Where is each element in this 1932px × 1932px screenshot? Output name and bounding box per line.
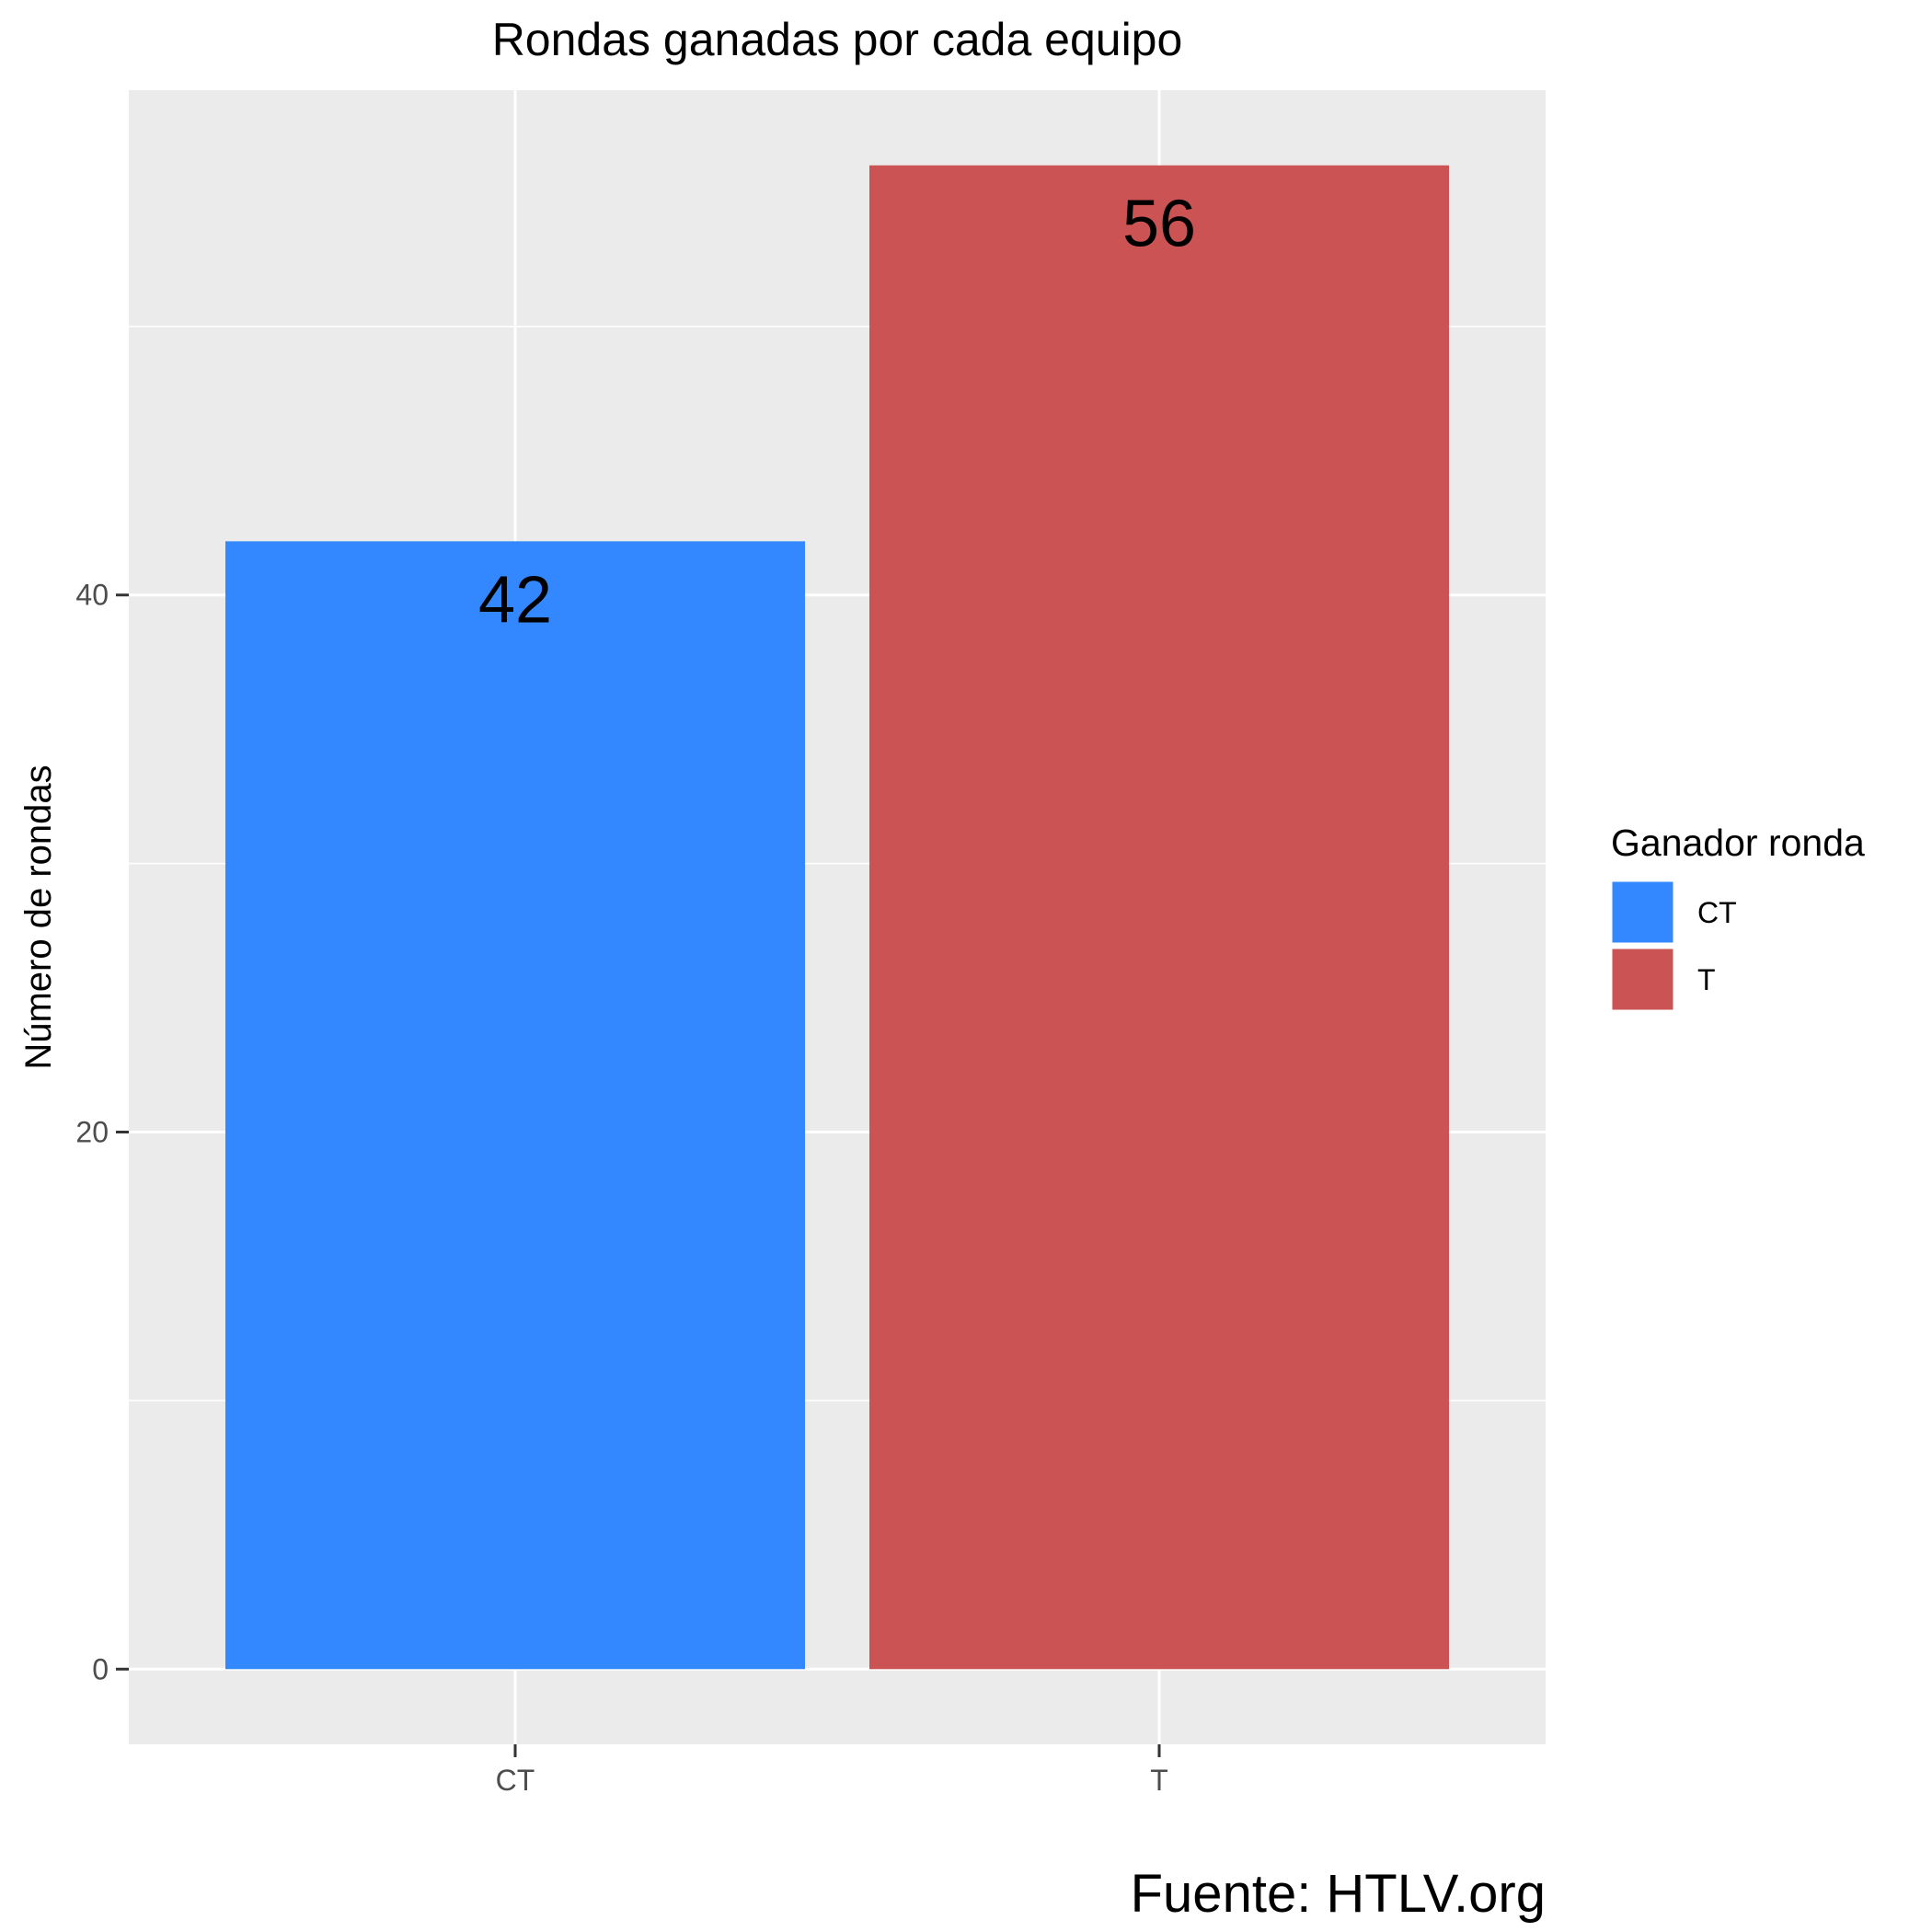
y-tick-label: 0 [92, 1652, 109, 1685]
legend-key-t [1609, 946, 1676, 1013]
bar-ct [225, 541, 805, 1670]
legend-label-t: T [1697, 963, 1716, 996]
chart-title: Rondas ganadas por cada equipo [492, 14, 1183, 65]
y-tick-label: 40 [75, 579, 109, 612]
x-tick-label: CT [496, 1764, 535, 1797]
legend-title: Ganador ronda [1611, 822, 1865, 864]
data-labels: 42 56 [478, 188, 1196, 638]
bars [225, 165, 1449, 1670]
source-caption: Fuente: HTLV.org [1131, 1864, 1546, 1924]
axes: 0 20 40 CT T [75, 579, 1167, 1797]
y-tick-label: 20 [75, 1116, 109, 1149]
legend-label-ct: CT [1697, 896, 1737, 929]
data-label-ct: 42 [478, 563, 552, 637]
legend-key-ct [1609, 879, 1676, 946]
bar-t [869, 165, 1449, 1670]
y-axis-title: Número de rondas [18, 765, 59, 1069]
legend-entries: CT T [1609, 879, 1737, 1013]
x-tick-label: T [1150, 1764, 1168, 1797]
legend: Ganador ronda CT T [1609, 822, 1865, 1013]
data-label-t: 56 [1122, 188, 1196, 261]
